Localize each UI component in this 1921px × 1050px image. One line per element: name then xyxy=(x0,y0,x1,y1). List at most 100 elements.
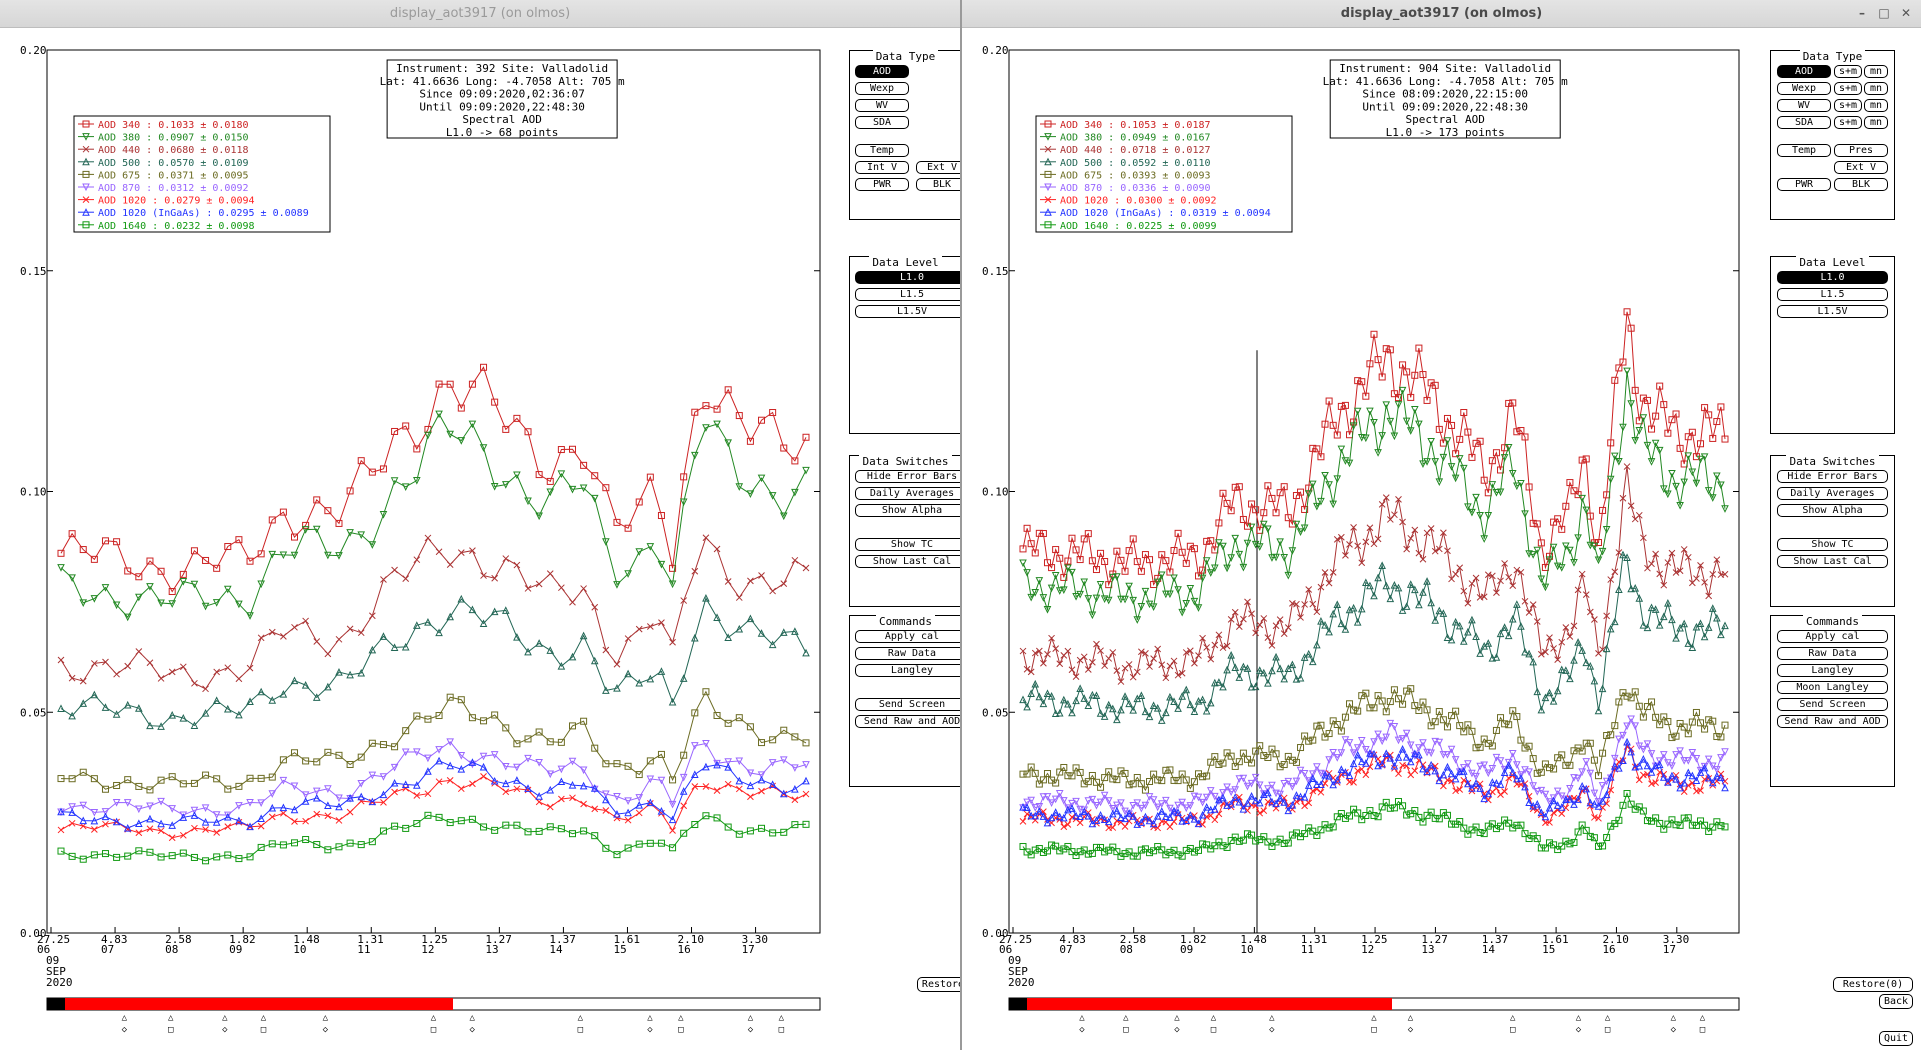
data-switches-title: Data Switches xyxy=(859,455,952,468)
raw-data-button[interactable]: Raw Data xyxy=(855,647,960,660)
hide-error-bars-button[interactable]: Hide Error Bars xyxy=(1777,470,1888,483)
wexp-sm-button[interactable]: s+m xyxy=(1834,82,1862,95)
data-point xyxy=(190,806,199,815)
data-point xyxy=(1688,428,1696,436)
maximize-icon[interactable]: □ xyxy=(1878,6,1890,20)
sda-button[interactable]: SDA xyxy=(1777,116,1831,129)
temp-button[interactable]: Temp xyxy=(855,144,909,157)
temp-button[interactable]: Temp xyxy=(1777,144,1831,157)
daily-averages-button[interactable]: Daily Averages xyxy=(855,487,960,500)
restore-button[interactable]: Restore xyxy=(917,977,960,992)
data-point xyxy=(635,801,644,809)
data-point xyxy=(1353,744,1362,752)
send-screen-button[interactable]: Send Screen xyxy=(1777,698,1888,711)
show-last-cal-button[interactable]: Show Last Cal xyxy=(1777,555,1888,568)
data-point xyxy=(446,380,454,388)
wv-mn-button[interactable]: mn xyxy=(1864,99,1888,112)
level-l1-0-button[interactable]: L1.0 xyxy=(855,271,960,284)
data-point xyxy=(424,715,432,723)
pres-button[interactable]: Pres xyxy=(1834,144,1888,157)
pwr-button[interactable]: PWR xyxy=(855,178,909,191)
data-point xyxy=(1097,647,1104,655)
wexp-button[interactable]: Wexp xyxy=(1777,82,1831,95)
level-l1-5-button[interactable]: L1.5 xyxy=(1777,288,1888,301)
level-l1-5v-button[interactable]: L1.5V xyxy=(855,305,960,318)
data-point xyxy=(1211,564,1219,573)
data-point xyxy=(1370,749,1378,758)
close-icon[interactable]: ✕ xyxy=(1900,6,1912,20)
aod-mn-button[interactable]: mn xyxy=(1864,65,1888,78)
wexp-button[interactable]: Wexp xyxy=(855,82,909,95)
x-tick-label: 27.25 xyxy=(999,933,1032,946)
show-alpha-button[interactable]: Show Alpha xyxy=(855,504,960,517)
data-point xyxy=(1582,455,1590,463)
minimize-icon[interactable]: – xyxy=(1859,6,1865,20)
hide-error-bars-button[interactable]: Hide Error Bars xyxy=(855,470,960,483)
aod-button[interactable]: AOD xyxy=(1777,65,1831,78)
blk-button[interactable]: BLK xyxy=(916,178,960,191)
show-tc-button[interactable]: Show TC xyxy=(1777,538,1888,551)
wexp-mn-button[interactable]: mn xyxy=(1864,82,1888,95)
sda-button[interactable]: SDA xyxy=(855,116,909,129)
level-l1-5v-button[interactable]: L1.5V xyxy=(1777,305,1888,318)
data-point xyxy=(579,766,588,775)
ext-v-button[interactable]: Ext V xyxy=(916,161,960,174)
raw-data-button[interactable]: Raw Data xyxy=(1777,647,1888,660)
wv-sm-button[interactable]: s+m xyxy=(1834,99,1862,112)
ext-v-button[interactable]: Ext V xyxy=(1834,161,1888,174)
level-l1-5-button[interactable]: L1.5 xyxy=(855,288,960,301)
restore-button[interactable]: Restore(0) xyxy=(1833,977,1913,992)
aod-plot[interactable]: 0.200.150.100.050.0027.25064.83072.58081… xyxy=(0,28,960,1050)
send-raw-and-aod-button[interactable]: Send Raw and AOD xyxy=(855,715,960,728)
aod-sm-button[interactable]: s+m xyxy=(1834,65,1862,78)
aod-button[interactable]: AOD xyxy=(855,65,909,78)
data-point xyxy=(179,570,187,578)
sda-mn-button[interactable]: mn xyxy=(1864,116,1888,129)
show-alpha-button[interactable]: Show Alpha xyxy=(1777,504,1888,517)
sda-sm-button[interactable]: s+m xyxy=(1834,116,1862,129)
data-point xyxy=(768,759,777,767)
moon-langley-button[interactable]: Moon Langley xyxy=(1777,681,1888,694)
data-point xyxy=(312,525,321,534)
data-point xyxy=(1146,849,1154,857)
data-point xyxy=(1525,649,1533,658)
data-point xyxy=(1717,773,1725,782)
data-point xyxy=(546,823,554,831)
send-raw-and-aod-button[interactable]: Send Raw and AOD xyxy=(1777,715,1888,728)
show-tc-button[interactable]: Show TC xyxy=(855,538,960,551)
wv-button[interactable]: WV xyxy=(1777,99,1831,112)
send-screen-button[interactable]: Send Screen xyxy=(855,698,960,711)
level-l1-0-button[interactable]: L1.0 xyxy=(1777,271,1888,284)
data-point xyxy=(1353,407,1362,416)
apply-cal-button[interactable]: Apply cal xyxy=(855,630,960,643)
data-point xyxy=(1554,515,1562,523)
data-point xyxy=(1219,682,1227,691)
apply-cal-button[interactable]: Apply cal xyxy=(1777,630,1888,643)
daily-averages-button[interactable]: Daily Averages xyxy=(1777,487,1888,500)
int-v-button[interactable]: Int V xyxy=(855,161,909,174)
blk-button[interactable]: BLK xyxy=(1834,178,1888,191)
data-point xyxy=(1096,581,1105,589)
quit-button[interactable]: Quit xyxy=(1879,1031,1913,1046)
data-point xyxy=(1215,810,1223,818)
langley-button[interactable]: Langley xyxy=(1777,664,1888,677)
data-point xyxy=(1386,346,1394,354)
data-point xyxy=(1341,401,1349,409)
aod-plot[interactable]: 0.200.150.100.050.0027.25064.83072.58081… xyxy=(962,28,1921,1050)
data-point xyxy=(1162,557,1170,565)
show-last-cal-button[interactable]: Show Last Cal xyxy=(855,555,960,568)
data-point xyxy=(713,787,721,794)
data-point xyxy=(1060,823,1068,831)
data-point xyxy=(1023,702,1031,711)
data-point xyxy=(1688,643,1697,652)
data-point xyxy=(1664,559,1672,566)
wv-button[interactable]: WV xyxy=(855,99,909,112)
data-point xyxy=(1292,777,1301,786)
data-point xyxy=(1443,762,1452,771)
langley-button[interactable]: Langley xyxy=(855,664,960,677)
data-point xyxy=(68,852,76,860)
back-button[interactable]: Back xyxy=(1879,994,1913,1009)
data-point xyxy=(624,524,632,532)
pwr-button[interactable]: PWR xyxy=(1777,178,1831,191)
data-point xyxy=(1697,440,1705,448)
